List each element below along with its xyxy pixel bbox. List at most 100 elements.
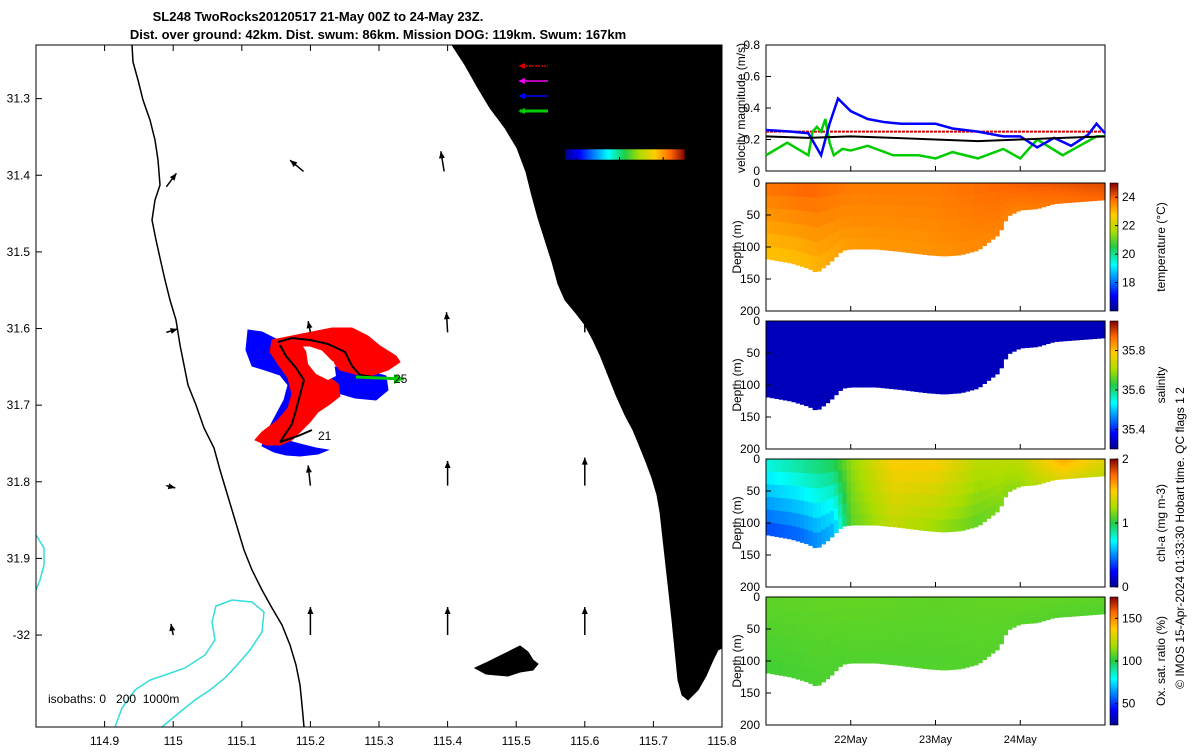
- section-cell: [952, 507, 958, 520]
- section-cell: [1049, 193, 1055, 198]
- section-cell: [1024, 200, 1030, 206]
- map-y-tick-label: 31.9: [7, 551, 31, 565]
- section-cell: [1062, 603, 1068, 608]
- geo-vector-arrowhead: [581, 607, 588, 615]
- section-cell: [795, 459, 801, 474]
- section-cell: [825, 597, 831, 612]
- section-cell: [973, 515, 979, 528]
- section-cell: [999, 604, 1004, 614]
- section-cell: [859, 237, 865, 250]
- section-cell: [910, 493, 915, 507]
- section-cell: [778, 524, 784, 538]
- section-cell: [1020, 481, 1026, 487]
- section-cell: [1092, 332, 1098, 337]
- section-cell: [994, 200, 1000, 210]
- section-cell: [766, 321, 771, 335]
- section-cell: [876, 194, 882, 206]
- section-cell: [1079, 459, 1085, 463]
- section-cell: [948, 495, 954, 508]
- section-cell: [922, 459, 928, 472]
- section-cell: [884, 492, 890, 505]
- section-cell: [1096, 597, 1102, 601]
- section-cell: [1003, 459, 1009, 466]
- section-cell: [782, 485, 788, 500]
- section-cell: [778, 649, 784, 663]
- section-cell: [960, 344, 966, 358]
- section-cell: [850, 342, 856, 355]
- section-cell: [952, 471, 958, 484]
- section-cell: [1075, 468, 1081, 473]
- section-cell: [905, 643, 911, 656]
- section-cell: [935, 459, 941, 472]
- section-cell: [1096, 326, 1102, 331]
- section-cell: [821, 391, 826, 407]
- section-cell: [1016, 192, 1021, 198]
- section-cell: [871, 204, 877, 217]
- section-cell: [859, 469, 865, 482]
- section-cell: [918, 620, 924, 634]
- section-cell: [1096, 323, 1102, 328]
- section-cell: [1096, 605, 1102, 610]
- section-cell: [1028, 467, 1034, 473]
- section-cell: [956, 321, 962, 334]
- section-cell: [1058, 600, 1064, 605]
- section-cell: [871, 640, 877, 653]
- section-cell: [838, 470, 843, 483]
- section-cell: [1100, 329, 1106, 333]
- section-cell: [1092, 599, 1098, 604]
- section-cell: [842, 238, 848, 251]
- geo-vector-arrowhead: [169, 328, 178, 334]
- section-cell: [770, 333, 776, 348]
- geo-vector-arrowhead: [306, 321, 313, 329]
- section-cell: [863, 215, 869, 228]
- section-cell: [799, 334, 805, 350]
- section-cell: [884, 227, 890, 240]
- section-cell: [960, 242, 966, 255]
- section-cell: [952, 345, 958, 358]
- section-cell: [833, 483, 839, 497]
- section-cell: [943, 609, 949, 622]
- section-cell: [935, 243, 941, 257]
- section-cell: [787, 512, 793, 526]
- section-cell: [1016, 597, 1021, 603]
- section-cell: [935, 609, 941, 622]
- section-cell: [1049, 469, 1055, 474]
- section-cell: [782, 196, 788, 210]
- geo-vector-arrowhead: [444, 460, 451, 468]
- section-cell: [821, 349, 826, 364]
- section-cell: [791, 183, 797, 198]
- section-cell: [850, 607, 856, 620]
- track-white-gap: [306, 350, 336, 380]
- section-cell: [943, 597, 949, 610]
- section-cell: [1049, 321, 1055, 326]
- section-cell: [829, 597, 835, 611]
- section-cell: [804, 239, 809, 254]
- section-cell: [854, 480, 860, 493]
- section-cell: [943, 657, 949, 671]
- section-cell: [770, 234, 776, 248]
- section-cell: [867, 618, 873, 631]
- section-cell: [846, 183, 852, 195]
- section-cell: [774, 247, 780, 261]
- section-cell: [770, 246, 776, 261]
- section-cell: [1016, 601, 1021, 607]
- section-cell: [1049, 183, 1055, 188]
- section-cell: [918, 380, 924, 393]
- section-cell: [1003, 603, 1009, 611]
- section-cell: [1037, 475, 1043, 481]
- track-centerline: [277, 336, 393, 443]
- section-cell: [1045, 190, 1051, 195]
- section-cell: [770, 208, 776, 222]
- section-cell: [850, 618, 856, 631]
- section-cell: [782, 334, 788, 348]
- start-day-label: 25: [394, 372, 408, 386]
- section-cell: [948, 459, 954, 472]
- time-axis: 22May 23May 24May: [834, 166, 1037, 746]
- section-cell: [990, 192, 996, 203]
- section-cell: [1083, 186, 1089, 190]
- section-cell: [960, 459, 966, 472]
- section-cell: [795, 251, 801, 266]
- section-cell: [1071, 468, 1076, 473]
- section-cell: [1041, 600, 1047, 606]
- section-cell: [782, 636, 788, 651]
